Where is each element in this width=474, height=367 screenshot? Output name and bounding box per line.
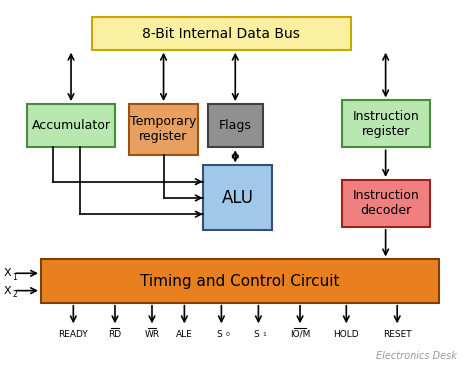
- Text: ALE: ALE: [176, 330, 193, 339]
- Text: Instruction
decoder: Instruction decoder: [352, 189, 419, 217]
- Text: 1: 1: [263, 333, 266, 337]
- Text: X: X: [3, 268, 11, 278]
- Text: S: S: [253, 330, 259, 339]
- Text: 2: 2: [12, 290, 17, 299]
- Text: ALU: ALU: [221, 189, 254, 207]
- Text: Electronics Desk: Electronics Desk: [376, 350, 457, 361]
- Text: 0: 0: [226, 333, 229, 337]
- FancyBboxPatch shape: [208, 104, 263, 148]
- Text: 8-Bit Internal Data Bus: 8-Bit Internal Data Bus: [143, 26, 301, 40]
- Text: HOLD: HOLD: [334, 330, 359, 339]
- Text: RESET: RESET: [383, 330, 411, 339]
- Text: Flags: Flags: [219, 119, 252, 132]
- Text: READY: READY: [58, 330, 88, 339]
- Text: 1: 1: [12, 273, 17, 282]
- FancyBboxPatch shape: [203, 166, 272, 230]
- Text: S: S: [216, 330, 222, 339]
- FancyBboxPatch shape: [342, 180, 429, 227]
- Text: Timing and Control Circuit: Timing and Control Circuit: [140, 273, 340, 288]
- Text: WR: WR: [145, 330, 160, 339]
- FancyBboxPatch shape: [41, 259, 439, 303]
- Text: Temporary
register: Temporary register: [130, 115, 197, 143]
- Text: RD: RD: [109, 330, 121, 339]
- Text: Accumulator: Accumulator: [32, 119, 110, 132]
- FancyBboxPatch shape: [342, 100, 429, 148]
- FancyBboxPatch shape: [129, 104, 198, 155]
- Text: IO/M: IO/M: [290, 330, 310, 339]
- FancyBboxPatch shape: [27, 104, 115, 148]
- FancyBboxPatch shape: [92, 17, 351, 50]
- Text: X: X: [3, 286, 11, 296]
- Text: Instruction
register: Instruction register: [352, 110, 419, 138]
